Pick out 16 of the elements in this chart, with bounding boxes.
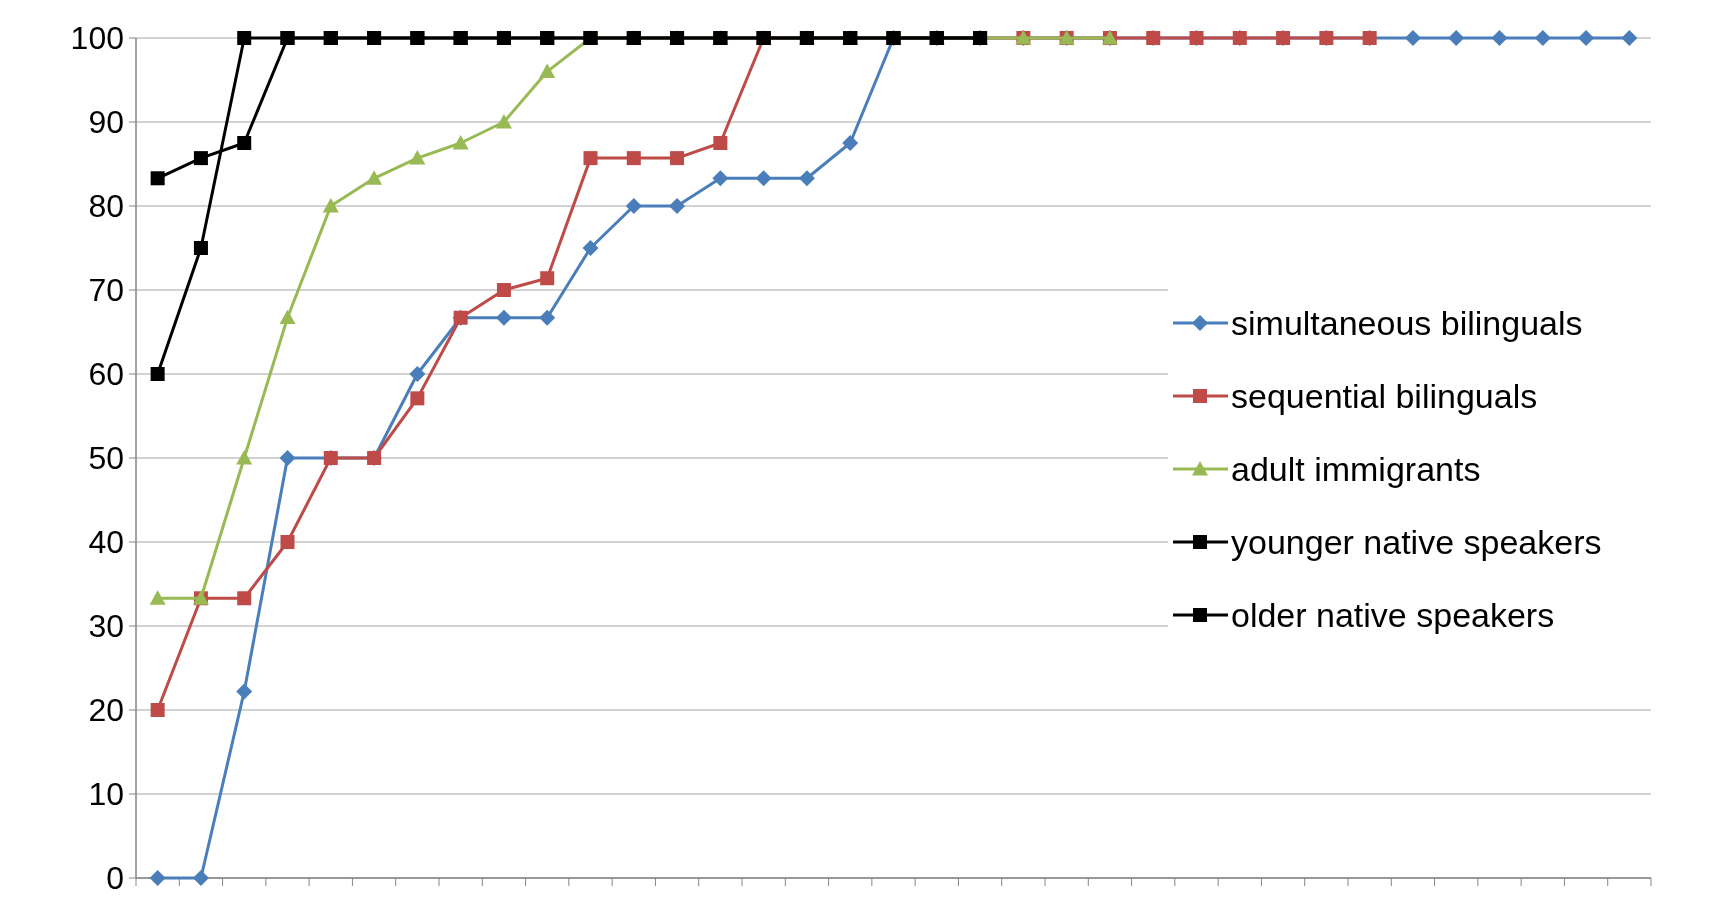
legend-label: adult immigrants — [1231, 449, 1481, 488]
y-tick-label: 90 — [88, 104, 124, 141]
y-tick-label: 100 — [70, 20, 124, 57]
y-tick-label: 80 — [88, 188, 124, 225]
legend-label: sequential bilinguals — [1231, 376, 1538, 415]
y-tick-label: 70 — [88, 272, 124, 309]
y-tick-label: 0 — [106, 860, 124, 897]
y-tick-label: 20 — [88, 692, 124, 729]
y-tick-label: 30 — [88, 608, 124, 645]
y-tick-label: 10 — [88, 776, 124, 813]
legend-label: simultaneous bilinguals — [1231, 303, 1583, 342]
y-tick-label: 60 — [88, 356, 124, 393]
y-tick-label: 50 — [88, 440, 124, 477]
y-tick-label: 40 — [88, 524, 124, 561]
legend-label: younger native speakers — [1231, 522, 1602, 561]
legend-label: older native speakers — [1231, 595, 1555, 634]
